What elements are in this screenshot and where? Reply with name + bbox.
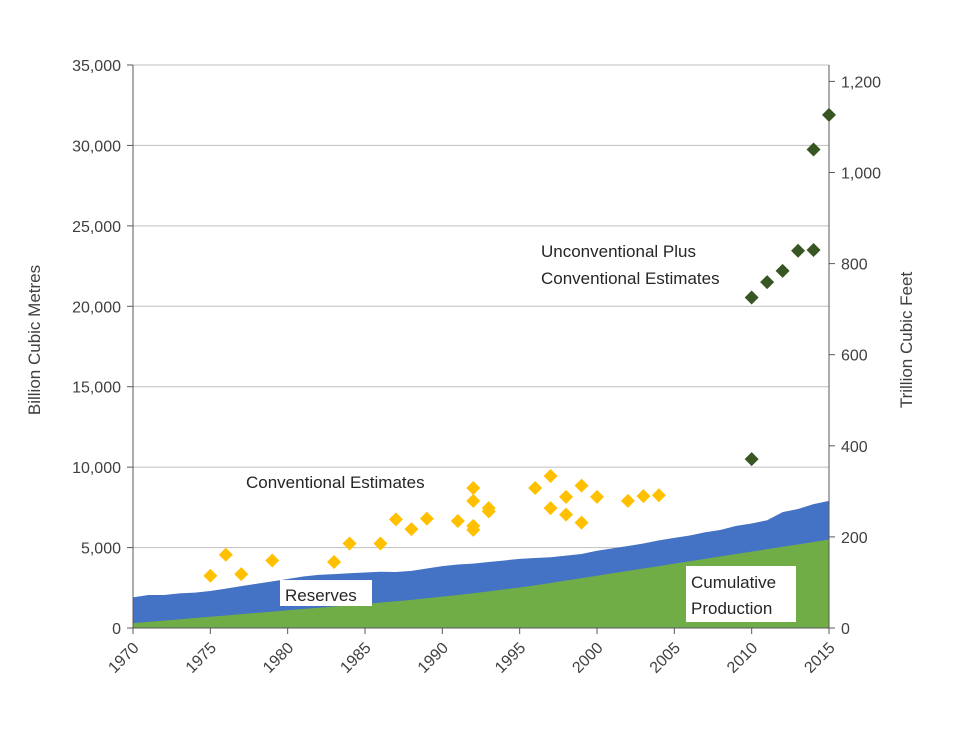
x-tick-label-1985: 1985 [337, 640, 374, 677]
x-tick-label-2010: 2010 [724, 640, 761, 677]
conventional-estimate-point-18 [543, 468, 558, 483]
conventional-estimate-point-4 [327, 555, 342, 570]
conventional-estimate-point-1 [218, 547, 233, 562]
y-right-tick-label-400: 400 [841, 439, 868, 456]
y-right-tick-label-600: 600 [841, 348, 868, 365]
conventional-estimate-point-27 [651, 488, 666, 503]
y-right-tick-label-800: 800 [841, 257, 868, 274]
axes [127, 64, 835, 634]
y-axis-right-title: Trillion Cubic Feet [897, 272, 916, 409]
y-left-tick-label-25,000: 25,000 [72, 219, 121, 236]
conventional-estimate-point-23 [574, 515, 589, 530]
unconventional-estimate-point-2 [760, 275, 775, 290]
x-tick-label-1980: 1980 [260, 640, 297, 677]
annotation-reserves: Reserves [285, 586, 357, 605]
y-left-tick-label-30,000: 30,000 [72, 138, 121, 155]
x-tick-label-2015: 2015 [801, 640, 838, 677]
unconventional-estimate-point-1 [744, 290, 759, 305]
y-right-tick-label-0: 0 [841, 621, 850, 638]
conventional-estimate-point-10 [450, 514, 465, 529]
conventional-estimate-point-24 [590, 489, 604, 504]
conventional-estimate-point-7 [388, 512, 403, 527]
conventional-estimate-point-8 [404, 522, 419, 537]
y-left-tick-label-35,000: 35,000 [72, 58, 121, 75]
conventional-estimate-point-16 [481, 504, 496, 519]
annotations: Conventional Estimates Unconventional Pl… [246, 242, 796, 622]
y-right-tick-label-1,200: 1,200 [841, 74, 881, 91]
y-left-tick-label-10,000: 10,000 [72, 460, 121, 477]
y-left-tick-label-5,000: 5,000 [81, 541, 121, 558]
y-right-tick-label-1,000: 1,000 [841, 166, 881, 183]
conventional-estimate-point-20 [559, 489, 574, 504]
unconventional-estimate-point-0 [744, 452, 759, 467]
conventional-estimate-point-11 [466, 481, 481, 496]
annotation-unconventional-line1: Unconventional Plus [541, 242, 696, 261]
reserves-label-box [280, 580, 372, 606]
conventional-estimate-point-6 [373, 536, 388, 551]
conventional-estimate-point-17 [528, 481, 543, 496]
conventional-estimate-point-25 [620, 493, 635, 508]
cumulative-production-area [133, 539, 829, 628]
unconventional-estimate-point-5 [806, 242, 821, 257]
unconventional-estimate-point-4 [791, 243, 806, 258]
annotation-cumulative: Cumulative [691, 573, 776, 592]
scatter-points [203, 107, 836, 583]
conventional-estimate-point-3 [265, 553, 280, 568]
conventional-estimate-point-14 [466, 522, 481, 537]
conventional-estimate-point-9 [419, 511, 434, 526]
unconventional-estimate-point-7 [822, 107, 836, 122]
x-tick-label-2005: 2005 [647, 640, 684, 677]
x-tick-label-1970: 1970 [105, 640, 142, 677]
x-tick-label-2000: 2000 [569, 640, 606, 677]
annotation-conventional-estimates: Conventional Estimates [246, 473, 425, 492]
y-axis-left-title: Billion Cubic Metres [25, 265, 44, 415]
x-tick-label-1990: 1990 [415, 640, 452, 677]
annotation-production: Production [691, 599, 772, 618]
unconventional-estimate-point-6 [806, 142, 821, 157]
conventional-estimate-point-22 [574, 478, 589, 493]
conventional-estimate-point-2 [234, 567, 249, 582]
gridlines [133, 64, 829, 549]
x-tick-label-1995: 1995 [492, 640, 529, 677]
x-tick-label-1975: 1975 [183, 640, 220, 677]
cumulative-production-label-box [686, 566, 796, 622]
y-right-tick-label-200: 200 [841, 530, 868, 547]
conventional-estimate-point-12 [466, 493, 481, 508]
conventional-estimate-point-21 [559, 507, 574, 522]
y-left-tick-label-20,000: 20,000 [72, 299, 121, 316]
conventional-estimate-point-0 [203, 568, 218, 583]
conventional-estimate-point-5 [342, 536, 357, 551]
annotation-unconventional-line2: Conventional Estimates [541, 269, 720, 288]
unconventional-estimate-point-3 [775, 263, 790, 278]
conventional-estimate-point-19 [543, 501, 558, 516]
conventional-estimate-point-26 [636, 489, 651, 504]
y-left-tick-label-15,000: 15,000 [72, 380, 121, 397]
y-left-tick-label-0: 0 [112, 621, 121, 638]
